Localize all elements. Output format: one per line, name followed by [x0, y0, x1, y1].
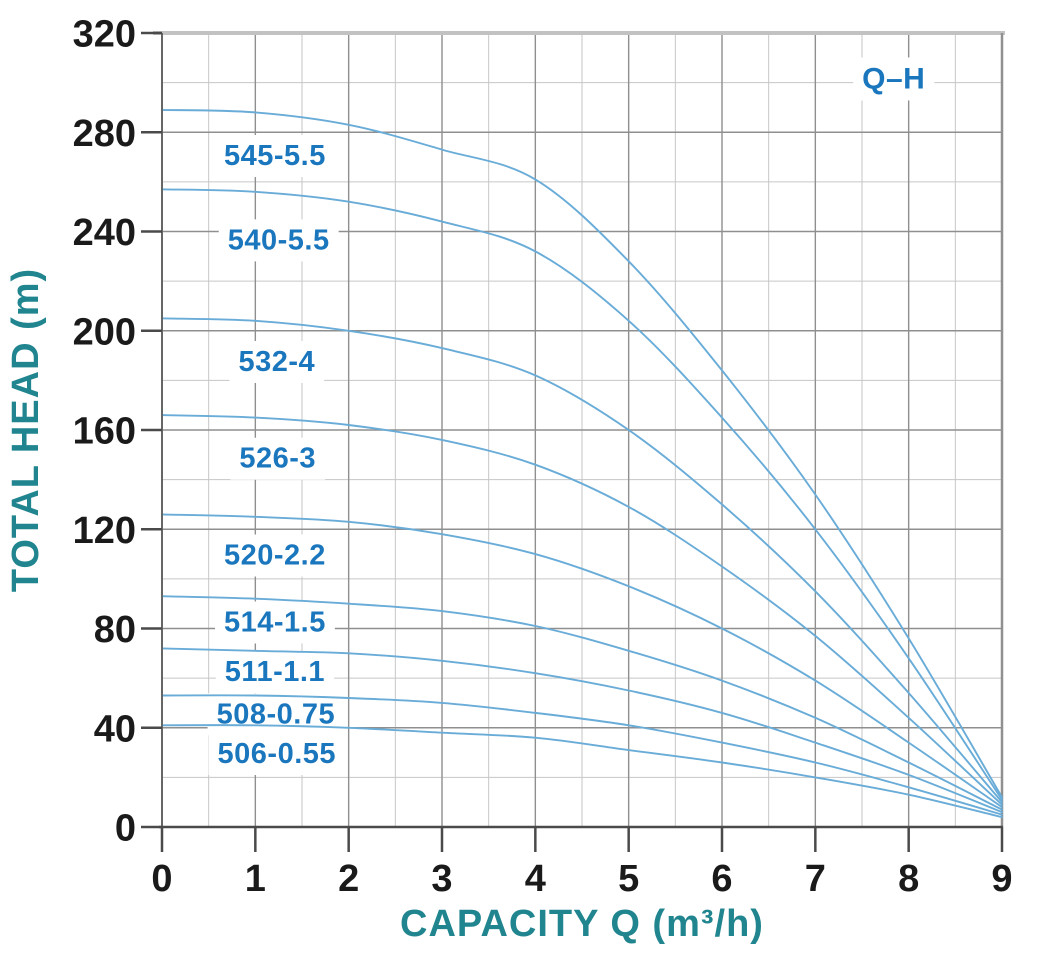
- curve-label-508-0.75-halo: [207, 693, 345, 736]
- y-tick-label-80: 80: [94, 609, 136, 651]
- x-tick-label-2: 2: [338, 858, 359, 900]
- x-tick-label-7: 7: [805, 858, 826, 900]
- x-tick-label-6: 6: [711, 858, 732, 900]
- curve-label-506-0.55-halo: [208, 733, 346, 776]
- curve-label-520-2.2: 520-2.2: [224, 540, 326, 572]
- x-tick-label-8: 8: [898, 858, 919, 900]
- curve-label-514-1.5-halo: [215, 601, 335, 644]
- curve-label-540-5.5-halo: [218, 219, 339, 262]
- curve-label-526-3: 526-3: [239, 443, 316, 475]
- curve-label-545-5.5: 545-5.5: [224, 140, 326, 172]
- x-tick-label-3: 3: [431, 858, 452, 900]
- curve-label-506-0.55: 506-0.55: [218, 738, 337, 770]
- curve-532-4: [161, 317, 1003, 804]
- y-tick-label-200: 200: [73, 311, 136, 353]
- legend-qh-halo: [853, 57, 935, 101]
- y-tick-label-160: 160: [73, 411, 136, 453]
- curve-label-511-1.1-halo: [215, 651, 335, 694]
- curve-520-2.2: [161, 513, 1003, 809]
- curve-label-540-5.5: 540-5.5: [228, 224, 330, 256]
- x-axis-title: CAPACITY Q (m³/h): [400, 903, 764, 945]
- curve-545-5.5: [161, 108, 1003, 799]
- y-tick-label-240: 240: [73, 212, 136, 254]
- curve-506-0.55: [161, 724, 1003, 819]
- curve-label-514-1.5: 514-1.5: [224, 606, 326, 638]
- curve-508-0.75: [161, 694, 1003, 816]
- y-tick-label-0: 0: [115, 808, 136, 850]
- y-tick-label-40: 40: [94, 708, 136, 750]
- curve-511-1.1: [161, 647, 1003, 814]
- curve-label-532-4-halo: [229, 340, 325, 383]
- y-tick-label-280: 280: [73, 113, 136, 155]
- x-tick-label-5: 5: [618, 858, 639, 900]
- y-tick-label-120: 120: [73, 510, 136, 552]
- curve-540-5.5: [161, 188, 1003, 801]
- curve-label-520-2.2-halo: [215, 534, 335, 577]
- x-tick-label-4: 4: [525, 858, 546, 900]
- curve-label-545-5.5-halo: [215, 135, 335, 178]
- legend-qh: Q–H: [862, 62, 925, 95]
- x-tick-label-1: 1: [245, 858, 266, 900]
- curve-label-511-1.1: 511-1.1: [225, 656, 325, 688]
- x-tick-label-9: 9: [991, 858, 1012, 900]
- curve-526-3: [161, 414, 1003, 806]
- curve-514-1.5: [161, 595, 1003, 811]
- y-tick-label-320: 320: [73, 14, 136, 56]
- curve-label-526-3-halo: [230, 437, 326, 480]
- y-axis-title: TOTAL HEAD (m): [5, 268, 47, 592]
- x-tick-label-0: 0: [151, 858, 172, 900]
- curve-label-532-4: 532-4: [238, 346, 315, 378]
